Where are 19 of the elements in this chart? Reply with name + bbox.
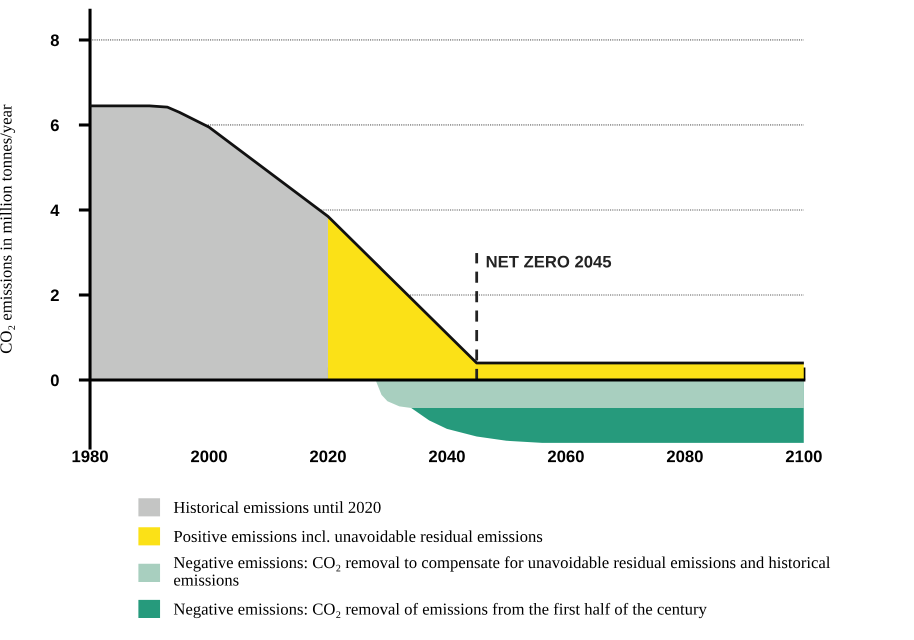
x-tick-label: 2020 bbox=[310, 450, 346, 462]
y-tick-label: 4 bbox=[50, 204, 60, 216]
x-tick-label: 2000 bbox=[191, 450, 227, 462]
x-tick-label: 2100 bbox=[786, 450, 822, 462]
x-tick-label: 1980 bbox=[72, 450, 108, 462]
x-tick-label: 2060 bbox=[548, 450, 584, 462]
y-tick-label: 6 bbox=[50, 119, 59, 132]
y-axis-title: CO₂ emissions in million tonnes/year bbox=[0, 104, 16, 354]
legend-label: Historical emissions until 2020 bbox=[174, 501, 381, 514]
y-tick-label: 8 bbox=[50, 34, 59, 46]
legend-label: Negative emissions: CO₂ removal to compensate for unavoidable residual emissions and historical emissions bbox=[174, 556, 830, 586]
legend-label: Negative emissions: CO₂ removal of emissions from the first half of the century bbox=[174, 602, 707, 618]
x-tick-label: 2040 bbox=[428, 450, 465, 462]
legend-label: Positive emissions incl. unavoidable residual emissions bbox=[174, 530, 542, 542]
x-tick-label: 2080 bbox=[666, 450, 703, 462]
y-tick-label: 2 bbox=[50, 289, 59, 302]
ref-line-label: NET ZERO 2045 bbox=[486, 256, 612, 268]
y-tick-label: 0 bbox=[50, 374, 59, 386]
line-series bbox=[90, 104, 804, 364]
